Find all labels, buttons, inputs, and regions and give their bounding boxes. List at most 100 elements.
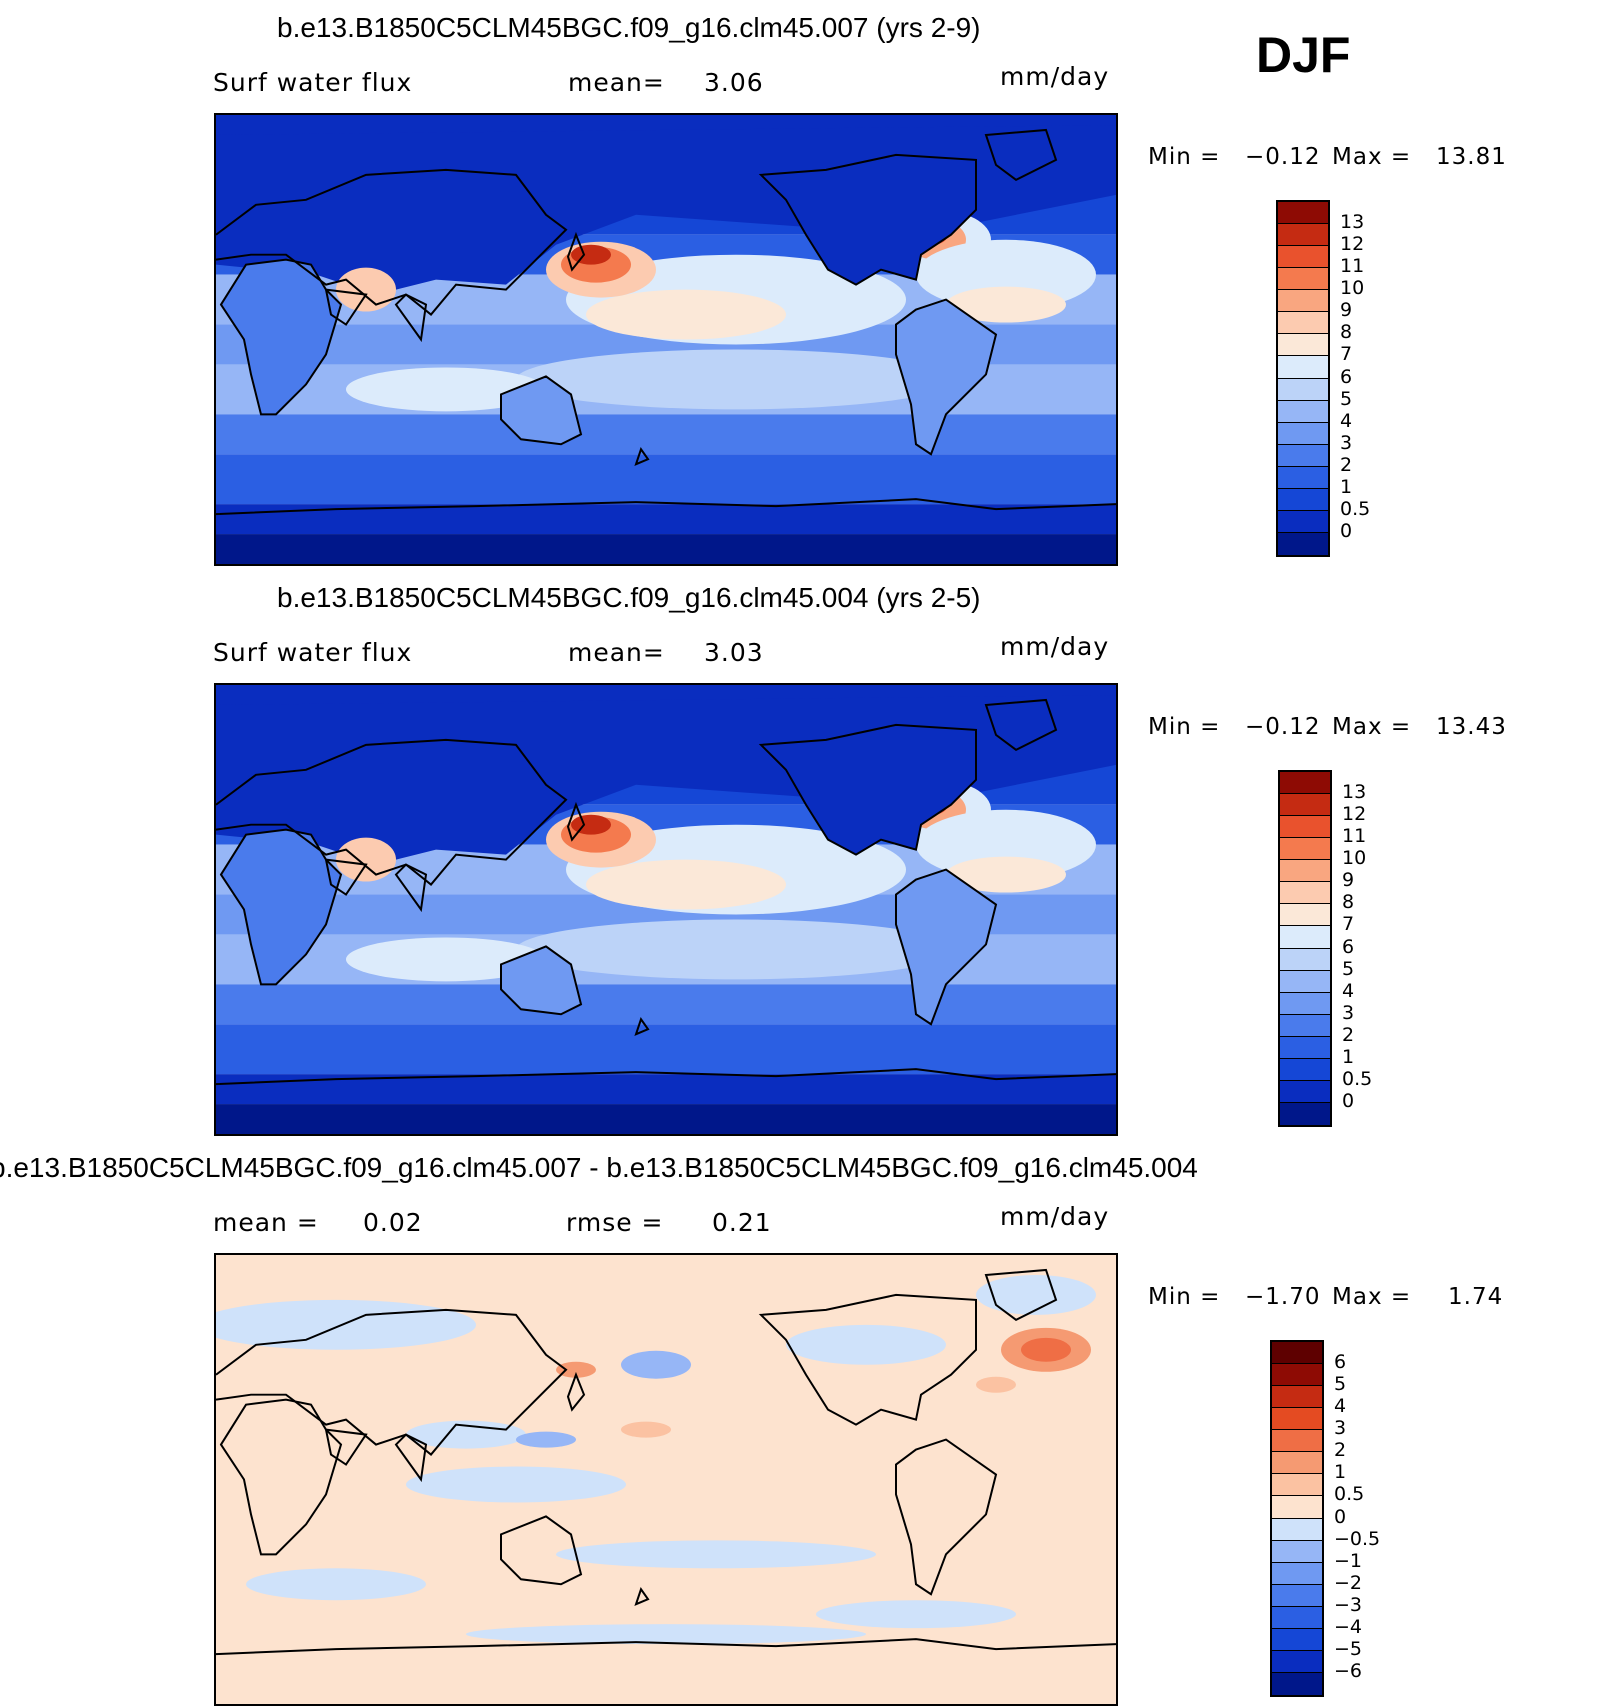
colorbar-tick-label: 2	[1342, 1023, 1355, 1046]
panel3-min-label: Min =	[1148, 1284, 1221, 1310]
colorbar-tick-label: 0.5	[1340, 497, 1371, 520]
colorbar-tick-label: 0.5	[1342, 1067, 1373, 1090]
panel2-map	[214, 683, 1118, 1136]
panel2-min-label: Min =	[1148, 714, 1221, 740]
panel2-title: b.e13.B1850C5CLM45BGC.f09_g16.clm45.004 …	[277, 582, 981, 613]
panel2-min-value: −0.12	[1245, 714, 1321, 740]
panel3-mean-label: mean =	[213, 1208, 319, 1237]
colorbar-tick-label: 13	[1340, 211, 1365, 234]
colorbar-swatch	[1272, 1474, 1322, 1497]
colorbar-tick-label: 12	[1342, 803, 1367, 826]
colorbar-tick-label: 0	[1342, 1089, 1355, 1112]
panel2-mean-value: 3.03	[704, 638, 764, 667]
panel1-mean-value: 3.06	[704, 68, 764, 97]
coastline	[216, 1268, 1116, 1656]
colorbar-swatch	[1280, 882, 1330, 905]
colorbar-tick-label: 2	[1334, 1439, 1347, 1462]
colorbar-tick-label: 0.5	[1334, 1483, 1365, 1506]
panel1-mean-label: mean=	[568, 68, 665, 97]
panel1-title: b.e13.B1850C5CLM45BGC.f09_g16.clm45.007 …	[277, 12, 981, 43]
colorbar-tick-label: 12	[1340, 233, 1365, 256]
colorbar-tick-label: 1	[1340, 475, 1353, 498]
colorbar-swatch	[1278, 356, 1328, 379]
colorbar-swatch	[1272, 1430, 1322, 1453]
panel3-rmse-label: rmse =	[566, 1208, 664, 1237]
colorbar-tick-label: 9	[1342, 869, 1355, 892]
colorbar-swatch	[1278, 422, 1328, 445]
colorbar-tick-label: 4	[1340, 409, 1353, 432]
colorbar-tick-label: 8	[1342, 891, 1355, 914]
colorbar-swatch	[1278, 488, 1328, 511]
colorbar-tick-label: 5	[1342, 957, 1355, 980]
colorbar-swatch	[1278, 268, 1328, 291]
colorbar-swatch	[1280, 860, 1330, 883]
colorbar-tick-label: 0	[1340, 519, 1353, 542]
colorbar-swatch	[1280, 816, 1330, 839]
panel3-title: b.e13.B1850C5CLM45BGC.f09_g16.clm45.007 …	[0, 1152, 1198, 1183]
panel1-max-value: 13.81	[1436, 144, 1507, 170]
colorbar-swatch	[1278, 290, 1328, 313]
colorbar-swatch	[1280, 1102, 1330, 1125]
colorbar-swatch	[1278, 312, 1328, 335]
colorbar-tick-label: 2	[1340, 453, 1353, 476]
colorbar-swatch	[1278, 510, 1328, 533]
colorbar-swatch	[1272, 1606, 1322, 1629]
colorbar-tick-label: 3	[1334, 1417, 1347, 1440]
colorbar-swatch	[1278, 246, 1328, 269]
colorbar-swatch	[1272, 1364, 1322, 1387]
colorbar-swatch	[1280, 1080, 1330, 1103]
colorbar-swatch	[1280, 948, 1330, 971]
colorbar-tick-label: −0.5	[1334, 1527, 1381, 1550]
colorbar-tick-label: 7	[1342, 913, 1355, 936]
colorbar-swatch	[1272, 1584, 1322, 1607]
colorbar-tick-label: 13	[1342, 781, 1367, 804]
colorbar-tick-label: 6	[1334, 1351, 1347, 1374]
colorbar-tick-label: 9	[1340, 299, 1353, 322]
colorbar-tick-label: 1	[1342, 1045, 1355, 1068]
colorbar-tick-label: 0	[1334, 1505, 1347, 1528]
panel3-units: mm/day	[1000, 1202, 1110, 1231]
panel2-units: mm/day	[1000, 632, 1110, 661]
colorbar-tick-label: 10	[1340, 277, 1365, 300]
panel3-min-value: −1.70	[1245, 1284, 1321, 1310]
colorbar-tick-label: 11	[1342, 825, 1367, 848]
colorbar-swatch	[1272, 1672, 1322, 1695]
panel1-units: mm/day	[1000, 62, 1110, 91]
colorbar-swatch	[1278, 202, 1328, 225]
panel1-min-value: −0.12	[1245, 144, 1321, 170]
panel2-mean-label: mean=	[568, 638, 665, 667]
season-label: DJF	[1256, 27, 1351, 83]
colorbar-swatch	[1278, 466, 1328, 489]
colorbar-swatch	[1280, 838, 1330, 861]
colorbar-tick-label: −5	[1334, 1637, 1363, 1660]
colorbar-swatch	[1280, 1058, 1330, 1081]
colorbar-swatch	[1272, 1562, 1322, 1585]
contour-field	[216, 685, 1116, 1134]
colorbar-swatch	[1278, 378, 1328, 401]
colorbar-swatch	[1278, 444, 1328, 467]
colorbar-tick-label: 5	[1334, 1373, 1347, 1396]
colorbar-tick-label: 1	[1334, 1461, 1347, 1484]
colorbar-tick-label: 4	[1342, 979, 1355, 1002]
colorbar-swatch	[1278, 334, 1328, 357]
colorbar-tick-label: −2	[1334, 1571, 1363, 1594]
panel3-max-value: 1.74	[1448, 1284, 1504, 1310]
colorbar-swatch	[1272, 1496, 1322, 1519]
colorbar-swatch	[1280, 794, 1330, 817]
panel1-variable: Surf water flux	[213, 68, 413, 97]
colorbar-tick-label: 7	[1340, 343, 1353, 366]
colorbar-swatch	[1272, 1342, 1322, 1365]
colorbar-swatch	[1272, 1408, 1322, 1431]
contour-field	[216, 115, 1116, 564]
panel2-max-label: Max =	[1332, 714, 1412, 740]
panel1-colorbar	[1276, 200, 1330, 557]
colorbar-tick-label: 11	[1340, 255, 1365, 278]
panel3-mean-value: 0.02	[363, 1208, 423, 1237]
colorbar-tick-label: 4	[1334, 1395, 1347, 1418]
colorbar-swatch	[1278, 224, 1328, 247]
colorbar-tick-label: 3	[1340, 431, 1353, 454]
colorbar-tick-label: −1	[1334, 1549, 1363, 1572]
colorbar-tick-label: 6	[1342, 935, 1355, 958]
panel2-max-value: 13.43	[1436, 714, 1507, 740]
colorbar-tick-label: 8	[1340, 321, 1353, 344]
